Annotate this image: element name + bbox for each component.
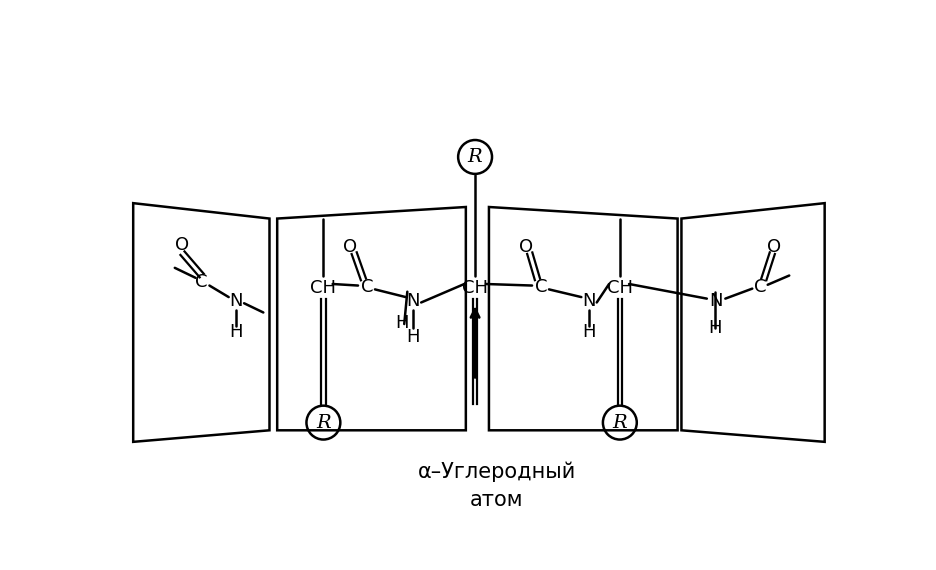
Text: C: C bbox=[753, 278, 767, 296]
Text: R: R bbox=[612, 414, 627, 431]
Text: R: R bbox=[468, 148, 482, 166]
Text: C: C bbox=[535, 278, 548, 296]
Text: H: H bbox=[407, 328, 420, 346]
Text: O: O bbox=[767, 238, 781, 256]
Text: O: O bbox=[344, 238, 358, 256]
Text: N: N bbox=[582, 292, 596, 310]
Text: N: N bbox=[407, 292, 420, 310]
Text: H: H bbox=[229, 323, 243, 341]
Text: N: N bbox=[709, 292, 723, 310]
Text: C: C bbox=[361, 278, 373, 296]
Text: H: H bbox=[582, 323, 596, 341]
Text: O: O bbox=[519, 238, 533, 256]
Text: O: O bbox=[175, 237, 190, 254]
Text: R: R bbox=[316, 414, 330, 431]
Text: H: H bbox=[395, 314, 409, 332]
Text: N: N bbox=[229, 292, 243, 310]
Text: H: H bbox=[708, 319, 722, 337]
Text: CH: CH bbox=[462, 279, 488, 297]
Text: C: C bbox=[196, 272, 208, 291]
Text: α–Углеродный
атом: α–Углеродный атом bbox=[417, 461, 576, 510]
Text: CH: CH bbox=[607, 279, 633, 297]
Text: CH: CH bbox=[311, 279, 336, 297]
